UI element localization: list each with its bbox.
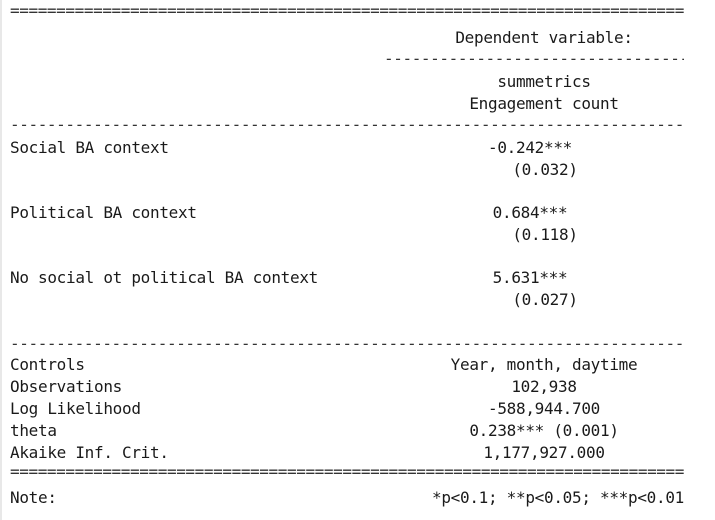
row-label: No social ot political BA context	[10, 268, 318, 287]
se-value: (0.032)	[512, 160, 578, 179]
stat-value: 102,938	[511, 377, 577, 396]
dep-var-label: Engagement count	[469, 94, 619, 113]
dep-var-underline: --------------------------------------	[384, 50, 684, 68]
se-row-political: (0.118)	[10, 225, 684, 247]
stat-label: Controls	[10, 355, 85, 374]
stat-row-aic: Akaike Inf. Crit. 1,177,927.000	[10, 443, 684, 465]
stat-label: Log Likelihood	[10, 399, 141, 418]
se-row-social: (0.032)	[10, 160, 684, 182]
dep-var-label-row: Engagement count	[10, 94, 684, 116]
stat-value: 0.238*** (0.001)	[469, 421, 619, 440]
note-text: *p<0.1; **p<0.05; ***p<0.01	[432, 488, 684, 507]
stat-row-theta: theta 0.238*** (0.001)	[10, 421, 684, 443]
stats-rule: ----------------------------------------…	[10, 335, 684, 353]
se-row-no-context: (0.027)	[10, 290, 684, 312]
stat-value: -588,944.700	[488, 399, 600, 418]
bottom-double-rule: ========================================…	[10, 463, 684, 481]
note-row: Note: *p<0.1; **p<0.05; ***p<0.01	[10, 488, 684, 510]
note-label: Note:	[10, 488, 57, 507]
coef-value: -0.242***	[488, 138, 572, 157]
left-border	[0, 0, 2, 520]
se-value: (0.027)	[512, 290, 578, 309]
stat-row-observations: Observations 102,938	[10, 377, 684, 399]
coef-row-social: Social BA context -0.242***	[10, 138, 684, 160]
coef-value: 0.684***	[492, 203, 568, 222]
stat-label: Observations	[10, 377, 122, 396]
header-rule: ----------------------------------------…	[10, 116, 684, 134]
dep-var-name: summetrics	[497, 72, 591, 91]
stat-value: Year, month, daytime	[450, 355, 638, 374]
stat-label: Akaike Inf. Crit.	[10, 443, 169, 462]
stat-label: theta	[10, 421, 57, 440]
dep-var-header: Dependent variable:	[455, 28, 633, 47]
stat-row-controls: Controls Year, month, daytime	[10, 355, 684, 377]
dep-var-header-row: Dependent variable:	[10, 28, 684, 50]
coef-row-political: Political BA context 0.684***	[10, 203, 684, 225]
top-double-rule: ========================================…	[10, 2, 684, 20]
coef-value: 5.631***	[492, 268, 568, 287]
row-label: Political BA context	[10, 203, 197, 222]
se-value: (0.118)	[512, 225, 578, 244]
stat-row-log-likelihood: Log Likelihood -588,944.700	[10, 399, 684, 421]
row-label: Social BA context	[10, 138, 169, 157]
stat-value: 1,177,927.000	[483, 443, 605, 462]
coef-row-no-context: No social ot political BA context 5.631*…	[10, 268, 684, 290]
dep-var-name-row: summetrics	[10, 72, 684, 94]
